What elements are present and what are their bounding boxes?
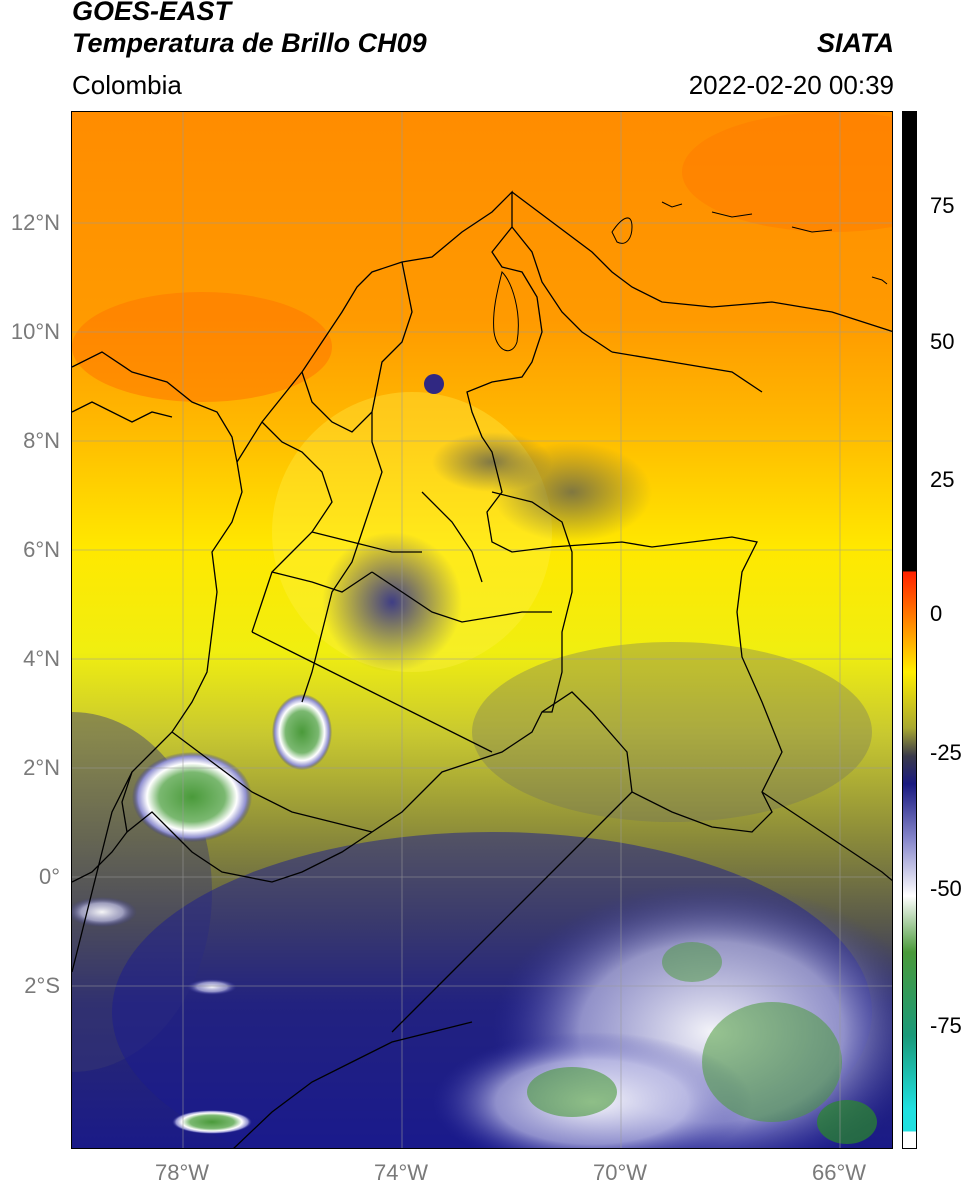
region-label: Colombia bbox=[72, 70, 182, 100]
colorbar-tick-25: 25 bbox=[930, 467, 955, 492]
product-title: Temperatura de Brillo CH09 bbox=[72, 28, 427, 58]
lat-label-2s: 2°S bbox=[24, 973, 60, 998]
colorbar bbox=[902, 111, 917, 1149]
lat-label-12n: 12°N bbox=[10, 210, 60, 235]
colorbar-tick-50: 50 bbox=[930, 329, 955, 354]
satellite-title: GOES-EAST bbox=[72, 0, 232, 26]
lat-label-6n: 6°N bbox=[23, 537, 60, 562]
lon-label-74w: 74°W bbox=[373, 1160, 429, 1185]
colorbar-tick-0: 0 bbox=[930, 601, 943, 626]
satellite-map bbox=[71, 111, 893, 1149]
colorbar-tick-minus25: -25 bbox=[930, 740, 962, 765]
lat-label-2n: 2°N bbox=[23, 755, 60, 780]
graticule bbox=[72, 112, 892, 1148]
colorbar-tick-75: 75 bbox=[930, 193, 955, 218]
lat-label-10n: 10°N bbox=[10, 319, 60, 344]
borders bbox=[72, 190, 892, 1148]
coastline-islands bbox=[493, 201, 888, 352]
lat-label-8n: 8°N bbox=[23, 428, 60, 453]
lon-label-66w: 66°W bbox=[811, 1160, 867, 1185]
colorbar-canvas bbox=[903, 112, 916, 1148]
map-canvas bbox=[72, 112, 892, 1148]
lon-label-78w: 78°W bbox=[154, 1160, 210, 1185]
datetime-label: 2022-02-20 00:39 bbox=[688, 70, 894, 100]
colorbar-tick-minus50: -50 bbox=[930, 876, 962, 901]
lat-label-4n: 4°N bbox=[23, 646, 60, 671]
lon-label-70w: 70°W bbox=[592, 1160, 648, 1185]
colorbar-tick-minus75: -75 bbox=[930, 1013, 962, 1038]
organization-label: SIATA bbox=[817, 28, 894, 58]
lat-label-0: 0° bbox=[38, 864, 60, 889]
